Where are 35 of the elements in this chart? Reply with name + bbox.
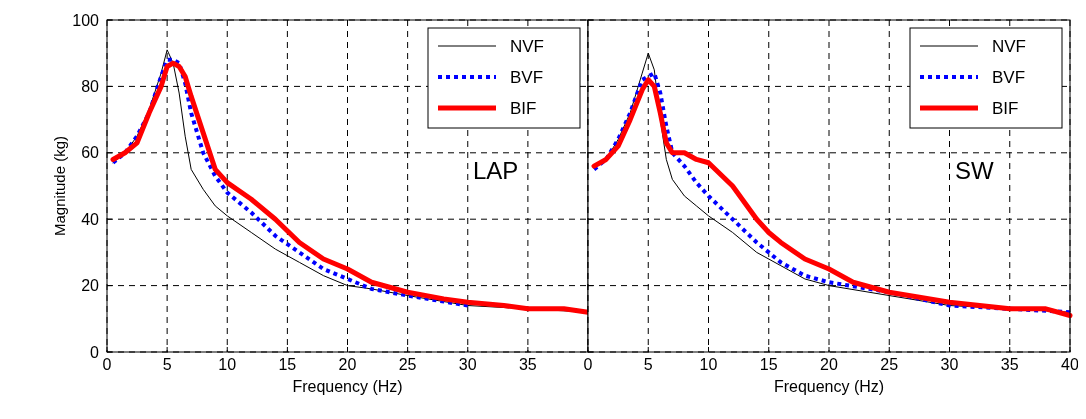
annotation: LAP <box>473 157 519 185</box>
y-tick-label: 40 <box>81 210 100 228</box>
legend-label: NVF <box>992 36 1026 56</box>
x-tick-label: 5 <box>162 356 172 373</box>
x-tick-label: 35 <box>1000 356 1019 373</box>
legend-label: BIF <box>992 98 1019 118</box>
x-tick-label: 35 <box>518 356 537 373</box>
x-tick-label: 30 <box>940 356 959 373</box>
legend-label: BIF <box>510 98 537 118</box>
x-tick-label: 10 <box>699 356 718 373</box>
y-tick-label: 60 <box>81 144 100 162</box>
x-tick-label: 40 <box>1061 356 1079 373</box>
y-tick-label: 20 <box>81 277 100 295</box>
x-tick-label: 30 <box>458 356 477 373</box>
x-tick-label: 15 <box>759 356 778 373</box>
legend-label: NVF <box>510 36 544 56</box>
x-axis-title: Frequency (Hz) <box>773 378 885 395</box>
x-tick-label: 25 <box>880 356 899 373</box>
x-tick-label: 25 <box>398 356 417 373</box>
y-tick-label: 0 <box>90 343 100 361</box>
legend-label: BVF <box>992 67 1026 87</box>
x-tick-label: 10 <box>218 356 237 373</box>
x-axis-title: Frequency (Hz) <box>292 378 403 395</box>
annotation: SW <box>955 157 995 185</box>
y-axis-title: Magnitude (kg) <box>51 135 68 237</box>
legend-label: BVF <box>510 67 544 87</box>
x-tick-label: 0 <box>102 356 112 373</box>
x-tick-label: 20 <box>820 356 838 373</box>
y-tick-label: 100 <box>72 11 100 29</box>
x-tick-label: 5 <box>643 356 653 373</box>
y-tick-label: 80 <box>81 78 100 95</box>
x-tick-label: 20 <box>338 356 357 373</box>
line-series <box>111 57 470 308</box>
x-tick-label: 0 <box>583 356 593 373</box>
x-tick-label: 15 <box>278 356 297 373</box>
